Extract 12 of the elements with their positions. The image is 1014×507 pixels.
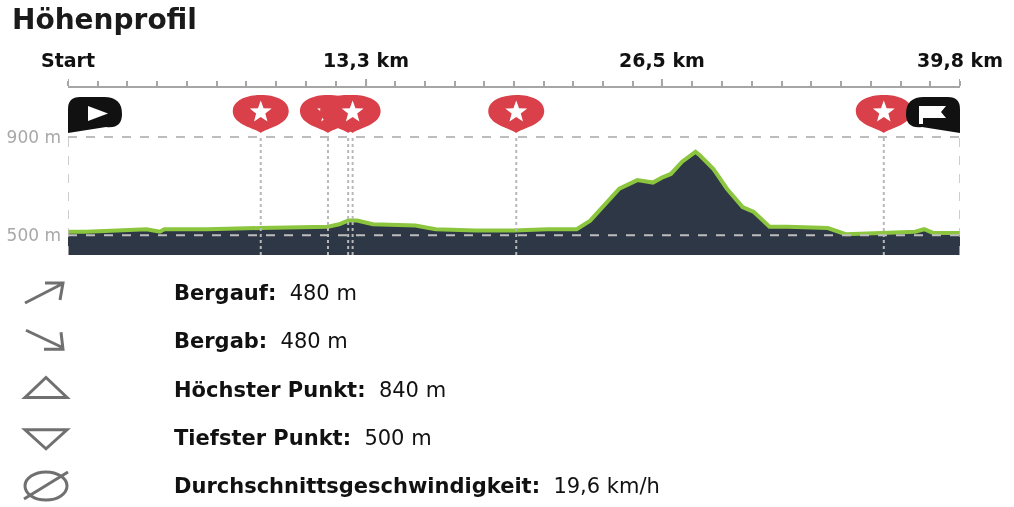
text: Höchster Punkt: 840 m	[174, 378, 447, 402]
text: Bergab: 480 m	[174, 329, 348, 353]
y-tick-label: 500 m	[6, 225, 61, 246]
text: Tiefster Punkt: 500 m	[174, 426, 432, 450]
x-tick-label: 26,5 km	[618, 49, 705, 72]
x-tick-label: Start	[40, 49, 96, 72]
chart-title: Höhenprofil	[12, 2, 197, 36]
y-tick-label: 900 m	[6, 127, 61, 148]
x-tick-label: 39,8 km	[917, 49, 1003, 72]
x-tick-label: 13,3 km	[323, 49, 410, 72]
text: Bergauf: 480 m	[174, 281, 357, 305]
text: Durchschnittsgeschwindigkeit: 19,6 km/h	[174, 474, 660, 498]
